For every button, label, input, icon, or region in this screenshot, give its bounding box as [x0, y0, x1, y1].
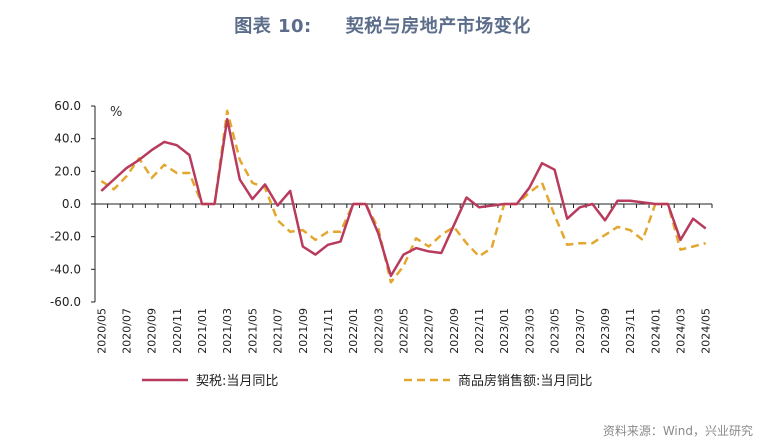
y-tick-label: 20.0	[54, 164, 81, 178]
y-tick-label: -40.0	[50, 262, 81, 276]
x-tick-label: 2023/03	[523, 308, 536, 354]
y-tick-label: 60.0	[54, 99, 81, 113]
x-tick-label: 2024/05	[700, 308, 713, 354]
legend-label-1: 契税:当月同比	[196, 374, 278, 389]
x-tick-label: 2021/03	[221, 308, 234, 354]
source-note: 资料来源：Wind，兴业研究	[602, 424, 753, 438]
x-tick-label: 2022/05	[398, 308, 411, 354]
x-tick-label: 2020/09	[146, 308, 159, 354]
x-tick-label: 2021/01	[196, 308, 209, 354]
x-tick-label: 2022/01	[347, 308, 360, 354]
x-tick-labels: 2020/05 2020/07 2020/09 2020/11 2021/01 2021/…	[95, 308, 712, 354]
y-tick-label: -20.0	[50, 230, 81, 244]
x-tick-label: 2022/03	[372, 308, 385, 354]
axes	[91, 105, 713, 303]
x-tick-label: 2021/11	[322, 308, 335, 354]
x-tick-label: 2022/11	[473, 308, 486, 354]
y-unit-label: %	[110, 105, 122, 120]
x-tick-label: 2020/11	[171, 308, 184, 354]
x-tick-label: 2023/01	[498, 308, 511, 354]
y-tick-label: 0.0	[62, 197, 81, 211]
y-tick-label: -60.0	[50, 295, 81, 309]
x-tick-label: 2020/05	[95, 308, 108, 354]
y-tick-labels: 60.0 40.0 20.0 0.0 -20.0 -40.0 -60.0	[50, 99, 81, 309]
series-lines	[100, 109, 707, 284]
x-tick-label: 2023/11	[624, 308, 637, 354]
legend: 契税:当月同比 商品房销售额:当月同比	[142, 373, 592, 389]
x-tick-label: 2021/05	[246, 308, 259, 354]
series-line-1	[100, 117, 707, 278]
x-tick-label: 2023/07	[574, 308, 587, 354]
x-tick-label: 2020/07	[120, 308, 133, 354]
x-tick-label: 2022/09	[448, 308, 461, 354]
x-tick-label: 2021/09	[297, 308, 310, 354]
x-tick-label: 2023/05	[549, 308, 562, 354]
x-tick-label: 2022/07	[423, 308, 436, 354]
x-tick-label: 2023/09	[599, 308, 612, 354]
x-tick-label: 2024/01	[649, 308, 662, 354]
x-tick-label: 2024/03	[675, 308, 688, 354]
figure-label: 图表 10:	[234, 16, 312, 37]
y-tick-label: 40.0	[54, 132, 81, 146]
x-tick-label: 2021/07	[272, 308, 285, 354]
figure-title-text: 契税与房地产市场变化	[345, 16, 531, 37]
chart-title: 图表 10: 契税与房地产市场变化	[0, 12, 765, 38]
legend-label-2: 商品房销售额:当月同比	[458, 373, 592, 389]
